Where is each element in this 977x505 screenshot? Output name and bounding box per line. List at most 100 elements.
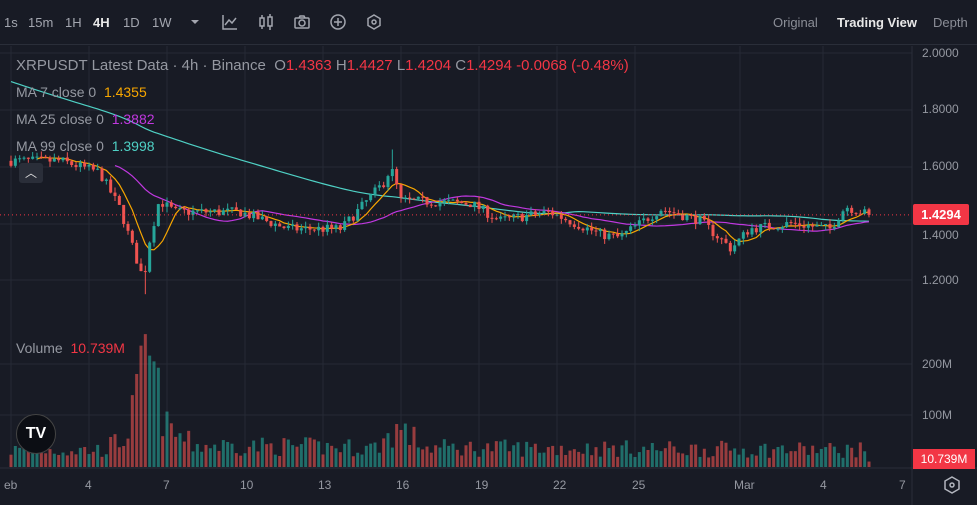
candle-body: [806, 225, 810, 228]
volume-bar: [837, 453, 841, 467]
volume-bar: [676, 452, 680, 467]
volume-bar: [802, 446, 806, 467]
volume-bar: [252, 440, 256, 467]
volume-bar: [52, 453, 56, 467]
tradingview-logo[interactable]: TV: [16, 414, 56, 454]
volume-bar: [832, 446, 836, 467]
volume-bar: [525, 441, 529, 467]
candle-body: [581, 228, 585, 231]
candle-body: [850, 207, 854, 213]
candle-body: [754, 228, 758, 233]
volume-bar: [408, 445, 412, 467]
timeframe-1s[interactable]: 1s: [4, 15, 18, 30]
ma25-legend[interactable]: MA 25 close 0 1.3882: [16, 111, 155, 127]
collapse-legend-button[interactable]: ︿: [19, 163, 43, 183]
candle-body: [819, 225, 823, 227]
view-trading-view[interactable]: Trading View: [837, 15, 917, 30]
volume-bar: [741, 448, 745, 467]
candle-body: [715, 236, 719, 239]
volume-bar: [473, 451, 477, 467]
price-tick: 1.4000: [922, 228, 959, 242]
volume-bar: [321, 454, 325, 467]
price-chart[interactable]: [0, 46, 977, 505]
volume-legend: Volume 10.739M: [16, 340, 125, 356]
candle-body: [646, 218, 650, 221]
date-tick: 7: [163, 478, 170, 492]
volume-bar: [785, 453, 789, 467]
candle-body: [178, 208, 182, 210]
volume-bar: [694, 444, 698, 467]
volume-bar: [269, 443, 273, 467]
volume-bar: [598, 456, 602, 467]
candle-body: [83, 162, 87, 167]
volume-bar: [715, 446, 719, 467]
candle-body: [395, 169, 399, 185]
candle-body: [109, 179, 113, 193]
candle-body: [772, 228, 776, 230]
volume-bar: [109, 436, 113, 467]
chevron-down-icon[interactable]: [185, 12, 205, 32]
candle-body: [330, 224, 334, 229]
candle-body: [542, 210, 546, 214]
ma99-legend[interactable]: MA 99 close 0 1.3998: [16, 138, 155, 154]
view-depth[interactable]: Depth: [933, 15, 968, 30]
candle-body: [239, 209, 243, 217]
volume-bar: [772, 449, 776, 467]
volume-bar: [416, 447, 420, 467]
candle-type-icon[interactable]: [256, 12, 276, 32]
candle-body: [91, 164, 95, 170]
candle-body: [464, 203, 468, 205]
volume-bar: [572, 449, 576, 467]
candle-body: [234, 207, 238, 210]
view-original[interactable]: Original: [773, 15, 818, 30]
candle-body: [746, 232, 750, 235]
volume-bar: [117, 447, 121, 467]
volume-bar: [477, 456, 481, 467]
candle-body: [546, 210, 550, 212]
add-icon[interactable]: [328, 12, 348, 32]
candle-body: [520, 214, 524, 222]
candle-body: [642, 218, 646, 221]
volume-bar: [165, 411, 169, 467]
volume-bar: [13, 445, 17, 467]
timeframe-1w[interactable]: 1W: [152, 15, 172, 30]
candle-body: [208, 211, 212, 213]
candle-body: [338, 225, 342, 230]
volume-bar: [234, 453, 238, 467]
volume-bar: [841, 457, 845, 467]
timeframe-1d[interactable]: 1D: [123, 15, 140, 30]
candle-body: [455, 199, 459, 202]
timeframe-1h[interactable]: 1H: [65, 15, 82, 30]
candle-body: [832, 227, 836, 229]
indicators-icon[interactable]: [220, 12, 240, 32]
price-tick: 1.2000: [922, 273, 959, 287]
chart-settings-icon[interactable]: [942, 475, 962, 495]
date-tick: 19: [475, 478, 489, 492]
volume-bar: [100, 456, 104, 467]
candle-body: [655, 216, 659, 220]
candle-body: [308, 226, 312, 230]
settings-icon[interactable]: [364, 12, 384, 32]
symbol-title: XRPUSDT Latest Data · 4h · Binance: [16, 57, 266, 74]
volume-bar: [555, 455, 559, 467]
volume-bar: [260, 437, 264, 467]
current-volume-label: 10.739M: [913, 449, 975, 469]
candle-body: [174, 206, 178, 209]
candle-body: [256, 211, 260, 220]
candle-body: [156, 204, 160, 227]
candle-body: [408, 197, 412, 199]
candle-body: [382, 185, 386, 188]
timeframe-15m[interactable]: 15m: [28, 15, 54, 30]
volume-bar: [434, 445, 438, 467]
timeframe-4h[interactable]: 4H: [93, 15, 110, 30]
ma7-legend[interactable]: MA 7 close 0 1.4355: [16, 84, 147, 100]
candle-body: [217, 209, 221, 215]
close-value: 1.4294: [466, 57, 512, 74]
candle-body: [512, 214, 516, 217]
candle-body: [438, 202, 442, 207]
candle-body: [728, 242, 732, 252]
candle-body: [594, 230, 598, 232]
volume-bar: [377, 452, 381, 467]
camera-icon[interactable]: [292, 12, 312, 32]
candle-body: [793, 222, 797, 224]
